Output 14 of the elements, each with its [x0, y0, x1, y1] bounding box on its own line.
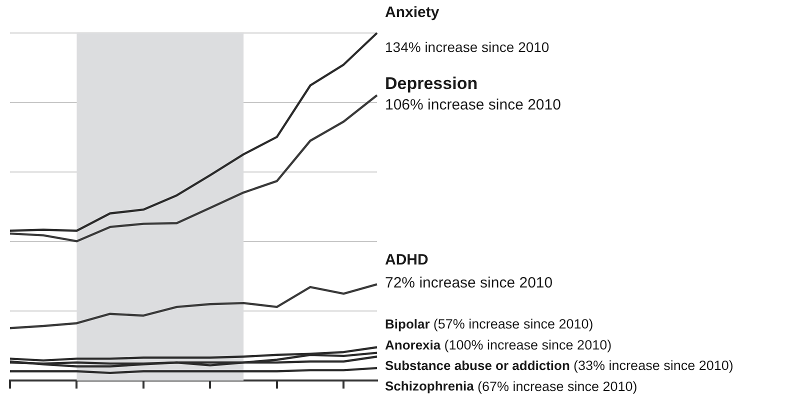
series-label: Depression [385, 74, 478, 93]
series-label: Substance abuse or addiction [385, 358, 570, 373]
text: 106% increase since 2010 [385, 96, 561, 114]
text: (100% increase since 2010) [444, 337, 612, 352]
text: (67% increase since 2010) [477, 378, 638, 394]
series-label: ADHD [385, 251, 428, 268]
series-label: Anxiety [385, 4, 440, 22]
text: 72% increase since 2010 [385, 274, 553, 292]
series-label: Schizophrenia [385, 378, 475, 394]
text: (57% increase since 2010) [433, 316, 594, 332]
series-label: Anorexia [385, 337, 442, 352]
text: 134% increase since 2010 [385, 38, 550, 55]
text: (33% increase since 2010) [574, 358, 734, 374]
series-label: Bipolar [385, 316, 430, 332]
